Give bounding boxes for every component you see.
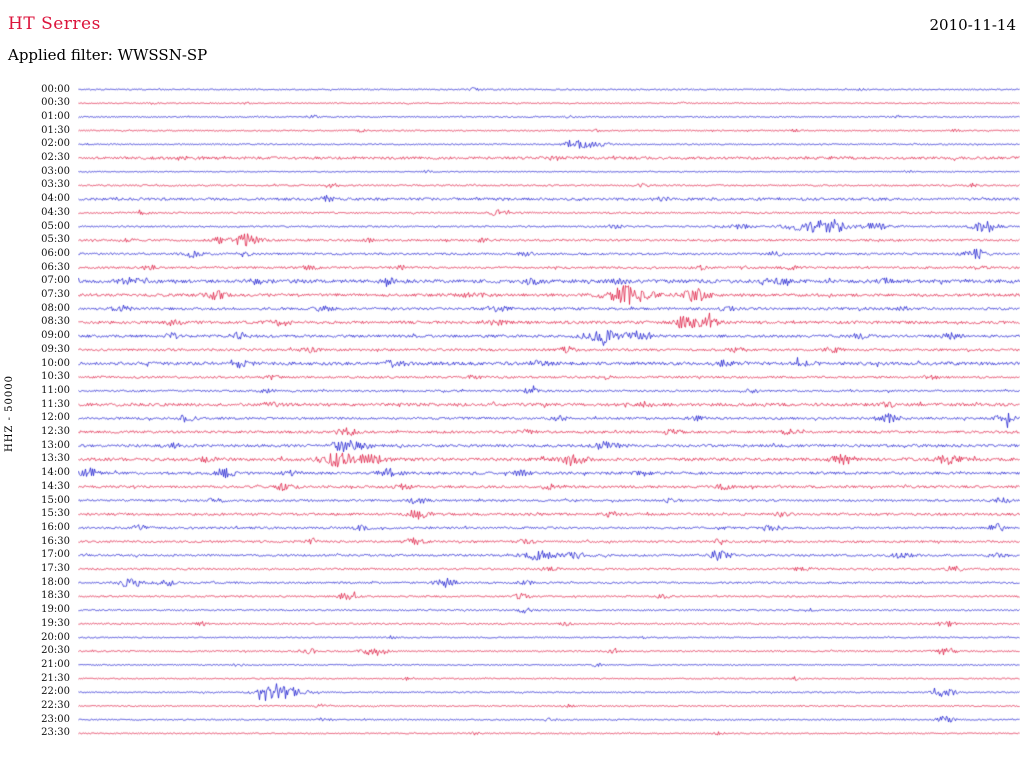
time-label: 05:30 <box>41 234 70 246</box>
time-label: 15:30 <box>41 508 70 520</box>
time-label: 07:30 <box>41 289 70 300</box>
time-label: 00:00 <box>41 83 70 95</box>
time-label: 15:00 <box>41 494 70 506</box>
time-label: 19:30 <box>41 617 70 629</box>
time-label: 05:00 <box>41 220 70 232</box>
time-label: 10:30 <box>41 371 70 383</box>
time-label: 00:30 <box>41 97 70 109</box>
seismogram-traces-canvas <box>78 83 1020 749</box>
time-label: 11:30 <box>41 398 70 410</box>
time-label: 08:00 <box>41 302 70 314</box>
time-label: 12:00 <box>41 412 70 424</box>
record-date: 2010-11-14 <box>929 16 1016 34</box>
time-label: 18:30 <box>41 590 70 602</box>
time-label: 12:30 <box>41 426 70 437</box>
time-label: 11:00 <box>41 384 70 396</box>
time-label: 06:00 <box>41 247 70 259</box>
time-label: 08:30 <box>41 316 70 328</box>
time-label: 02:00 <box>41 138 70 150</box>
time-label: 09:30 <box>41 343 70 355</box>
time-label: 13:30 <box>41 453 70 465</box>
applied-filter-label: Applied filter: WWSSN-SP <box>8 46 208 64</box>
time-label: 16:30 <box>41 535 70 547</box>
time-label: 21:30 <box>41 672 70 684</box>
time-label: 10:00 <box>41 357 70 369</box>
time-label: 23:00 <box>41 713 70 725</box>
time-label: 07:00 <box>41 275 70 287</box>
time-label: 04:30 <box>41 206 70 218</box>
time-label: 18:00 <box>41 576 70 588</box>
time-label: 20:00 <box>41 631 70 643</box>
time-label: 21:00 <box>41 658 70 670</box>
time-label: 22:30 <box>41 700 70 711</box>
time-label: 17:00 <box>41 549 70 561</box>
time-label: 19:00 <box>41 604 70 616</box>
time-label: 04:00 <box>41 193 70 205</box>
time-label: 01:00 <box>41 110 70 122</box>
time-label: 14:30 <box>41 480 70 492</box>
time-label: 02:30 <box>41 152 70 163</box>
time-labels-column: 00:00 00:30 01:00 01:30 02:00 02:30 03:00 03:30… <box>0 0 74 780</box>
time-label: 22:00 <box>41 686 70 698</box>
time-label: 03:30 <box>41 179 70 191</box>
time-label: 01:30 <box>41 124 70 136</box>
time-label: 16:00 <box>41 521 70 533</box>
time-label: 17:30 <box>41 563 70 574</box>
time-label: 06:30 <box>41 261 70 273</box>
time-label: 03:00 <box>41 165 70 177</box>
time-label: 09:00 <box>41 330 70 342</box>
time-label: 14:00 <box>41 467 70 479</box>
time-label: 23:30 <box>41 727 70 739</box>
station-name: HT Serres <box>8 14 101 34</box>
time-label: 13:00 <box>41 439 70 451</box>
time-label: 20:30 <box>41 645 70 657</box>
